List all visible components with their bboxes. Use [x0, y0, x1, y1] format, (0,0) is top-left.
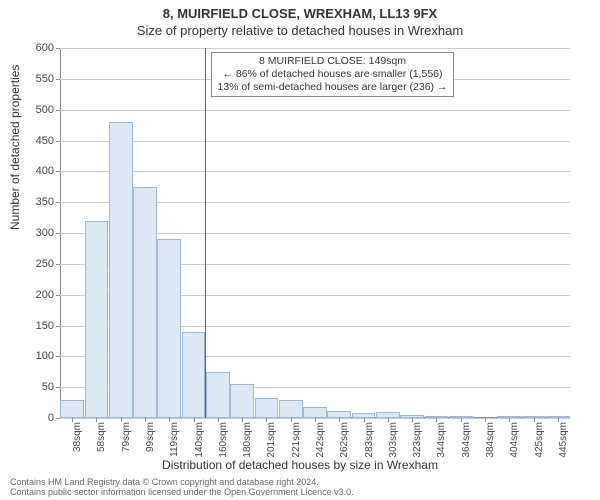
- histogram-bar: [182, 332, 206, 418]
- x-tick-label: 425sqm: [534, 422, 545, 458]
- y-tick-label: 150: [36, 320, 54, 332]
- page-title: 8, MUIRFIELD CLOSE, WREXHAM, LL13 9FX: [0, 0, 600, 21]
- x-tick-label: 283sqm: [364, 422, 375, 458]
- y-tick-mark: [56, 48, 60, 49]
- x-tick-label: 160sqm: [218, 422, 229, 458]
- x-tick-mark: [169, 418, 170, 422]
- grid-line: [60, 171, 570, 172]
- y-tick-mark: [56, 264, 60, 265]
- y-tick-label: 250: [36, 258, 54, 270]
- x-tick-mark: [194, 418, 195, 422]
- grid-line: [60, 110, 570, 111]
- x-tick-mark: [461, 418, 462, 422]
- reference-line: [205, 48, 206, 418]
- x-tick-mark: [266, 418, 267, 422]
- y-tick-mark: [56, 233, 60, 234]
- plot-area: 05010015020025030035040045050055060038sq…: [60, 48, 570, 418]
- x-tick-mark: [242, 418, 243, 422]
- x-tick-label: 140sqm: [194, 422, 205, 458]
- x-tick-label: 58sqm: [96, 422, 107, 452]
- annotation-line: 8 MUIRFIELD CLOSE: 149sqm: [218, 55, 448, 68]
- x-tick-mark: [315, 418, 316, 422]
- grid-line: [60, 48, 570, 49]
- x-tick-label: 221sqm: [291, 422, 302, 458]
- x-tick-mark: [509, 418, 510, 422]
- x-tick-mark: [291, 418, 292, 422]
- annotation-line: 13% of semi-detached houses are larger (…: [218, 81, 448, 94]
- y-tick-mark: [56, 79, 60, 80]
- x-tick-label: 119sqm: [169, 422, 180, 457]
- y-tick-label: 600: [36, 42, 54, 54]
- x-axis-label: Distribution of detached houses by size …: [0, 458, 600, 472]
- x-tick-mark: [121, 418, 122, 422]
- footer-attribution: Contains HM Land Registry data © Crown c…: [10, 478, 354, 498]
- histogram-bar: [206, 372, 230, 418]
- grid-line: [60, 141, 570, 142]
- x-tick-label: 445sqm: [558, 422, 569, 458]
- y-axis-label: Number of detached properties: [8, 65, 22, 230]
- y-tick-label: 550: [36, 73, 54, 85]
- x-tick-label: 364sqm: [461, 422, 472, 458]
- y-tick-mark: [56, 326, 60, 327]
- y-tick-mark: [56, 202, 60, 203]
- x-tick-mark: [218, 418, 219, 422]
- y-tick-label: 350: [36, 196, 54, 208]
- histogram-bar: [85, 221, 109, 418]
- histogram-bar: [327, 411, 351, 418]
- x-tick-label: 79sqm: [121, 422, 132, 452]
- x-tick-label: 38sqm: [72, 422, 83, 452]
- x-tick-mark: [412, 418, 413, 422]
- x-tick-mark: [339, 418, 340, 422]
- histogram-bar: [60, 400, 84, 419]
- y-tick-label: 50: [42, 381, 54, 393]
- y-tick-label: 200: [36, 289, 54, 301]
- x-tick-mark: [534, 418, 535, 422]
- y-tick-mark: [56, 110, 60, 111]
- chart-container: 8, MUIRFIELD CLOSE, WREXHAM, LL13 9FX Si…: [0, 0, 600, 500]
- histogram-bar: [279, 400, 303, 419]
- x-tick-label: 384sqm: [485, 422, 496, 458]
- histogram-bar: [109, 122, 133, 418]
- y-tick-mark: [56, 295, 60, 296]
- x-tick-mark: [145, 418, 146, 422]
- x-tick-label: 180sqm: [242, 422, 253, 458]
- x-tick-mark: [436, 418, 437, 422]
- y-tick-mark: [56, 141, 60, 142]
- histogram-bar: [230, 384, 254, 418]
- x-tick-label: 344sqm: [436, 422, 447, 458]
- histogram-bar: [157, 239, 181, 418]
- x-tick-label: 201sqm: [266, 422, 277, 458]
- histogram-bar: [255, 398, 279, 418]
- y-tick-mark: [56, 171, 60, 172]
- y-tick-mark: [56, 356, 60, 357]
- histogram-bar: [133, 187, 157, 418]
- x-tick-mark: [388, 418, 389, 422]
- page-subtitle: Size of property relative to detached ho…: [0, 21, 600, 38]
- y-tick-label: 400: [36, 165, 54, 177]
- y-tick-label: 500: [36, 104, 54, 116]
- y-tick-label: 450: [36, 135, 54, 147]
- footer-line-2: Contains public sector information licen…: [10, 488, 354, 498]
- histogram-bar: [303, 407, 327, 418]
- annotation-line: ← 86% of detached houses are smaller (1,…: [218, 68, 448, 81]
- x-tick-label: 262sqm: [339, 422, 350, 458]
- x-tick-label: 323sqm: [412, 422, 423, 458]
- x-tick-label: 242sqm: [315, 422, 326, 458]
- x-tick-label: 99sqm: [145, 422, 156, 452]
- annotation-box: 8 MUIRFIELD CLOSE: 149sqm← 86% of detach…: [211, 52, 455, 97]
- x-tick-mark: [485, 418, 486, 422]
- x-tick-mark: [72, 418, 73, 422]
- x-tick-mark: [558, 418, 559, 422]
- x-tick-label: 404sqm: [509, 422, 520, 458]
- x-tick-mark: [364, 418, 365, 422]
- y-tick-mark: [56, 418, 60, 419]
- y-tick-label: 0: [48, 412, 54, 424]
- y-tick-label: 300: [36, 227, 54, 239]
- y-tick-mark: [56, 387, 60, 388]
- x-tick-mark: [96, 418, 97, 422]
- x-tick-label: 303sqm: [388, 422, 399, 458]
- y-tick-label: 100: [36, 350, 54, 362]
